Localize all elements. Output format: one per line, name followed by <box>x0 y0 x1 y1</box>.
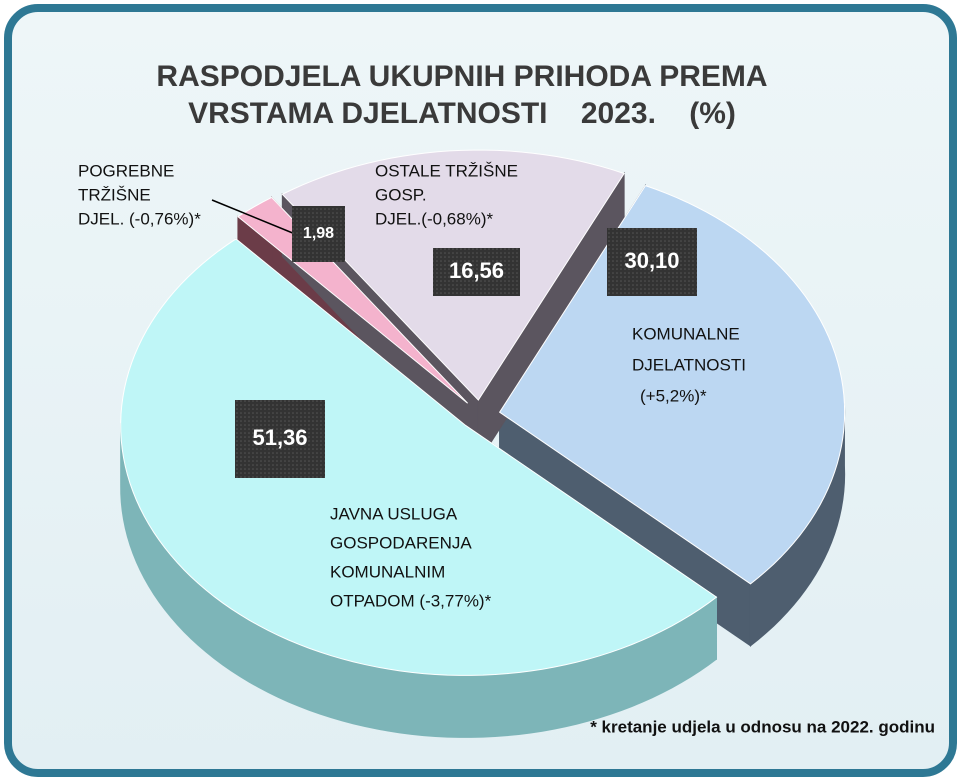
category-label: TRŽIŠNE <box>78 185 151 204</box>
category-label: JAVNA USLUGA <box>330 504 458 523</box>
category-label: (+5,2%)* <box>640 386 707 405</box>
value-label: 16,56 <box>449 258 504 283</box>
value-label: 51,36 <box>252 425 307 450</box>
category-label: DJEL. (-0,76%)* <box>78 209 201 228</box>
slice <box>498 185 846 585</box>
category-label: POGREBNE <box>78 161 174 180</box>
category-label: DJELATNOSTI <box>632 355 746 374</box>
value-label: 1,98 <box>303 225 334 242</box>
value-label: 30,10 <box>624 248 679 273</box>
value-label-box <box>433 248 520 296</box>
chart-title: VRSTAMA DJELATNOSTI 2023. (%) <box>188 97 736 130</box>
leader-line <box>211 199 301 237</box>
category-label: GOSPODARENJA <box>330 533 472 552</box>
footnote: * kretanje udjela u odnosu na 2022. godi… <box>590 717 935 736</box>
category-label: OSTALE TRŽIŠNE <box>375 161 518 180</box>
value-label-box <box>292 206 345 262</box>
value-label-box <box>235 400 325 478</box>
value-label-box <box>607 228 697 296</box>
chart-title: RASPODJELA UKUPNIH PRIHODA PREMA <box>156 60 767 93</box>
category-label: GOSP. <box>375 185 427 204</box>
category-label: KOMUNALNE <box>632 324 740 343</box>
category-label: KOMUNALNIM <box>330 562 445 581</box>
category-label: DJEL.(-0,68%)* <box>375 209 493 228</box>
category-label: OTPADOM (-3,77%)* <box>330 591 492 610</box>
slice <box>120 238 718 676</box>
